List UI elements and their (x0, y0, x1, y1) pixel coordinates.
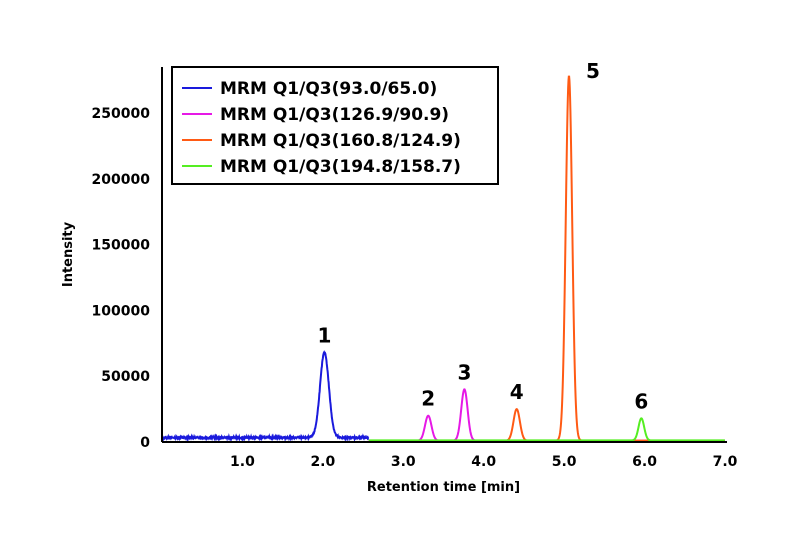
y-tick-label: 200000 (92, 172, 151, 188)
series-line (161, 350, 370, 443)
x-tick-label: 3.0 (391, 454, 416, 470)
y-tick-label: 150000 (92, 238, 151, 254)
axes-layer (161, 67, 727, 443)
legend-label: MRM Q1/Q3(126.9/90.9) (220, 105, 449, 125)
y-tick-label: 250000 (92, 106, 151, 122)
peak-label: 1 (318, 324, 332, 348)
peak-label: 4 (510, 380, 524, 404)
x-tick-label: 5.0 (552, 454, 577, 470)
series-line (368, 417, 725, 442)
legend: MRM Q1/Q3(93.0/65.0) MRM Q1/Q3(126.9/90.9… (171, 66, 499, 185)
x-tick-label: 1.0 (230, 454, 255, 470)
y-tick-label: 100000 (92, 303, 151, 319)
y-tick-label: 50000 (101, 369, 150, 385)
y-axis-title: Intensity (61, 221, 76, 287)
peak-label: 6 (634, 389, 648, 413)
x-tick-label: 7.0 (713, 454, 738, 470)
peak-label: 5 (586, 59, 600, 83)
legend-box (171, 66, 499, 185)
ticks-layer: 1.0 2.0 3.0 4.0 5.0 6.0 7.0 0 50000 100000 150000 2… (92, 106, 738, 470)
x-tick-label: 4.0 (471, 454, 496, 470)
peak-label: 3 (457, 360, 471, 384)
legend-label: MRM Q1/Q3(194.8/158.7) (220, 157, 461, 177)
series-layer (161, 75, 725, 443)
legend-label: MRM Q1/Q3(160.8/124.9) (220, 131, 461, 151)
y-tick-label: 0 (140, 435, 150, 451)
x-tick-label: 2.0 (310, 454, 335, 470)
peak-label: 2 (421, 387, 435, 411)
x-tick-label: 6.0 (632, 454, 657, 470)
x-axis-title: Retention time [min] (367, 480, 520, 495)
legend-label: MRM Q1/Q3(93.0/65.0) (220, 79, 437, 99)
